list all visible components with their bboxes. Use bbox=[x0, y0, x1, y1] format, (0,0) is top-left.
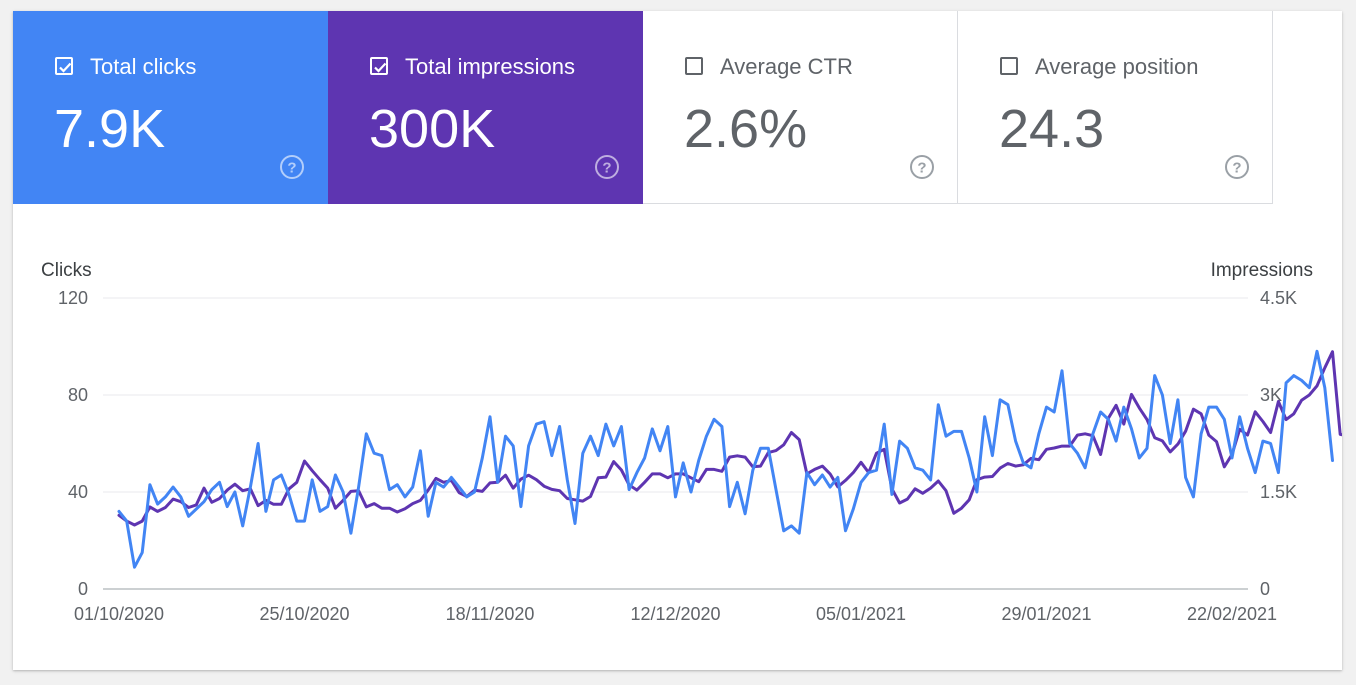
checkbox-checked-icon[interactable] bbox=[55, 57, 73, 75]
metric-average-position[interactable]: Average position 24.3 ? bbox=[958, 11, 1273, 204]
help-icon[interactable]: ? bbox=[279, 154, 305, 180]
metric-total-impressions[interactable]: Total impressions 300K ? bbox=[328, 11, 643, 204]
checkbox-unchecked-icon[interactable] bbox=[685, 57, 703, 75]
metric-label: Average position bbox=[1035, 54, 1199, 79]
metric-value: 2.6% bbox=[684, 99, 808, 159]
series-line-total-clicks bbox=[117, 349, 1334, 569]
right-axis-label: Impressions bbox=[1211, 260, 1313, 281]
x-tick-label: 01/10/2020 bbox=[74, 604, 164, 624]
metric-total-clicks[interactable]: Total clicks 7.9K ? bbox=[13, 11, 328, 204]
metric-value: 300K bbox=[369, 99, 496, 159]
performance-chart: Clicks Impressions 0 40 80 120 0 1.5K 3K 4.5K … bbox=[13, 204, 1356, 670]
left-tick-label: 40 bbox=[68, 482, 88, 502]
metric-label: Average CTR bbox=[720, 54, 853, 79]
metric-label: Total impressions bbox=[405, 54, 575, 79]
x-axis-ticks: 01/10/2020 25/10/2020 18/11/2020 12/12/2020… bbox=[74, 604, 1277, 624]
right-tick-label: 4.5K bbox=[1260, 288, 1297, 308]
svg-text:?: ? bbox=[602, 160, 611, 177]
right-tick-label: 3K bbox=[1260, 385, 1282, 405]
help-icon[interactable]: ? bbox=[1224, 154, 1250, 180]
x-tick-label: 12/12/2020 bbox=[630, 604, 720, 624]
right-axis-ticks: 0 1.5K 3K 4.5K bbox=[1260, 288, 1297, 599]
right-tick-label: 1.5K bbox=[1260, 482, 1297, 502]
chart-series bbox=[117, 349, 1356, 569]
metric-value: 24.3 bbox=[999, 99, 1105, 159]
left-axis-label: Clicks bbox=[41, 260, 92, 281]
left-tick-label: 0 bbox=[78, 579, 88, 599]
left-tick-label: 120 bbox=[58, 288, 88, 308]
checkbox-unchecked-icon[interactable] bbox=[1000, 57, 1018, 75]
performance-card: Total clicks 7.9K ? Total impressions 30… bbox=[13, 11, 1356, 670]
series-line-total-impressions bbox=[117, 350, 1356, 527]
svg-text:?: ? bbox=[287, 160, 296, 177]
svg-text:?: ? bbox=[1232, 160, 1241, 177]
x-tick-label: 29/01/2021 bbox=[1001, 604, 1091, 624]
left-tick-label: 80 bbox=[68, 385, 88, 405]
svg-text:?: ? bbox=[917, 160, 926, 177]
x-tick-label: 22/02/2021 bbox=[1187, 604, 1277, 624]
help-icon[interactable]: ? bbox=[909, 154, 935, 180]
x-tick-label: 18/11/2020 bbox=[446, 604, 535, 624]
x-tick-label: 05/01/2021 bbox=[816, 604, 906, 624]
x-tick-label: 25/10/2020 bbox=[259, 604, 349, 624]
metric-label: Total clicks bbox=[90, 54, 197, 79]
right-tick-label: 0 bbox=[1260, 579, 1270, 599]
metric-average-ctr[interactable]: Average CTR 2.6% ? bbox=[643, 11, 958, 204]
checkbox-checked-icon[interactable] bbox=[370, 57, 388, 75]
help-icon[interactable]: ? bbox=[594, 154, 620, 180]
left-axis-ticks: 0 40 80 120 bbox=[58, 288, 88, 599]
metric-value: 7.9K bbox=[54, 99, 166, 159]
chart-gridlines bbox=[103, 297, 1248, 590]
